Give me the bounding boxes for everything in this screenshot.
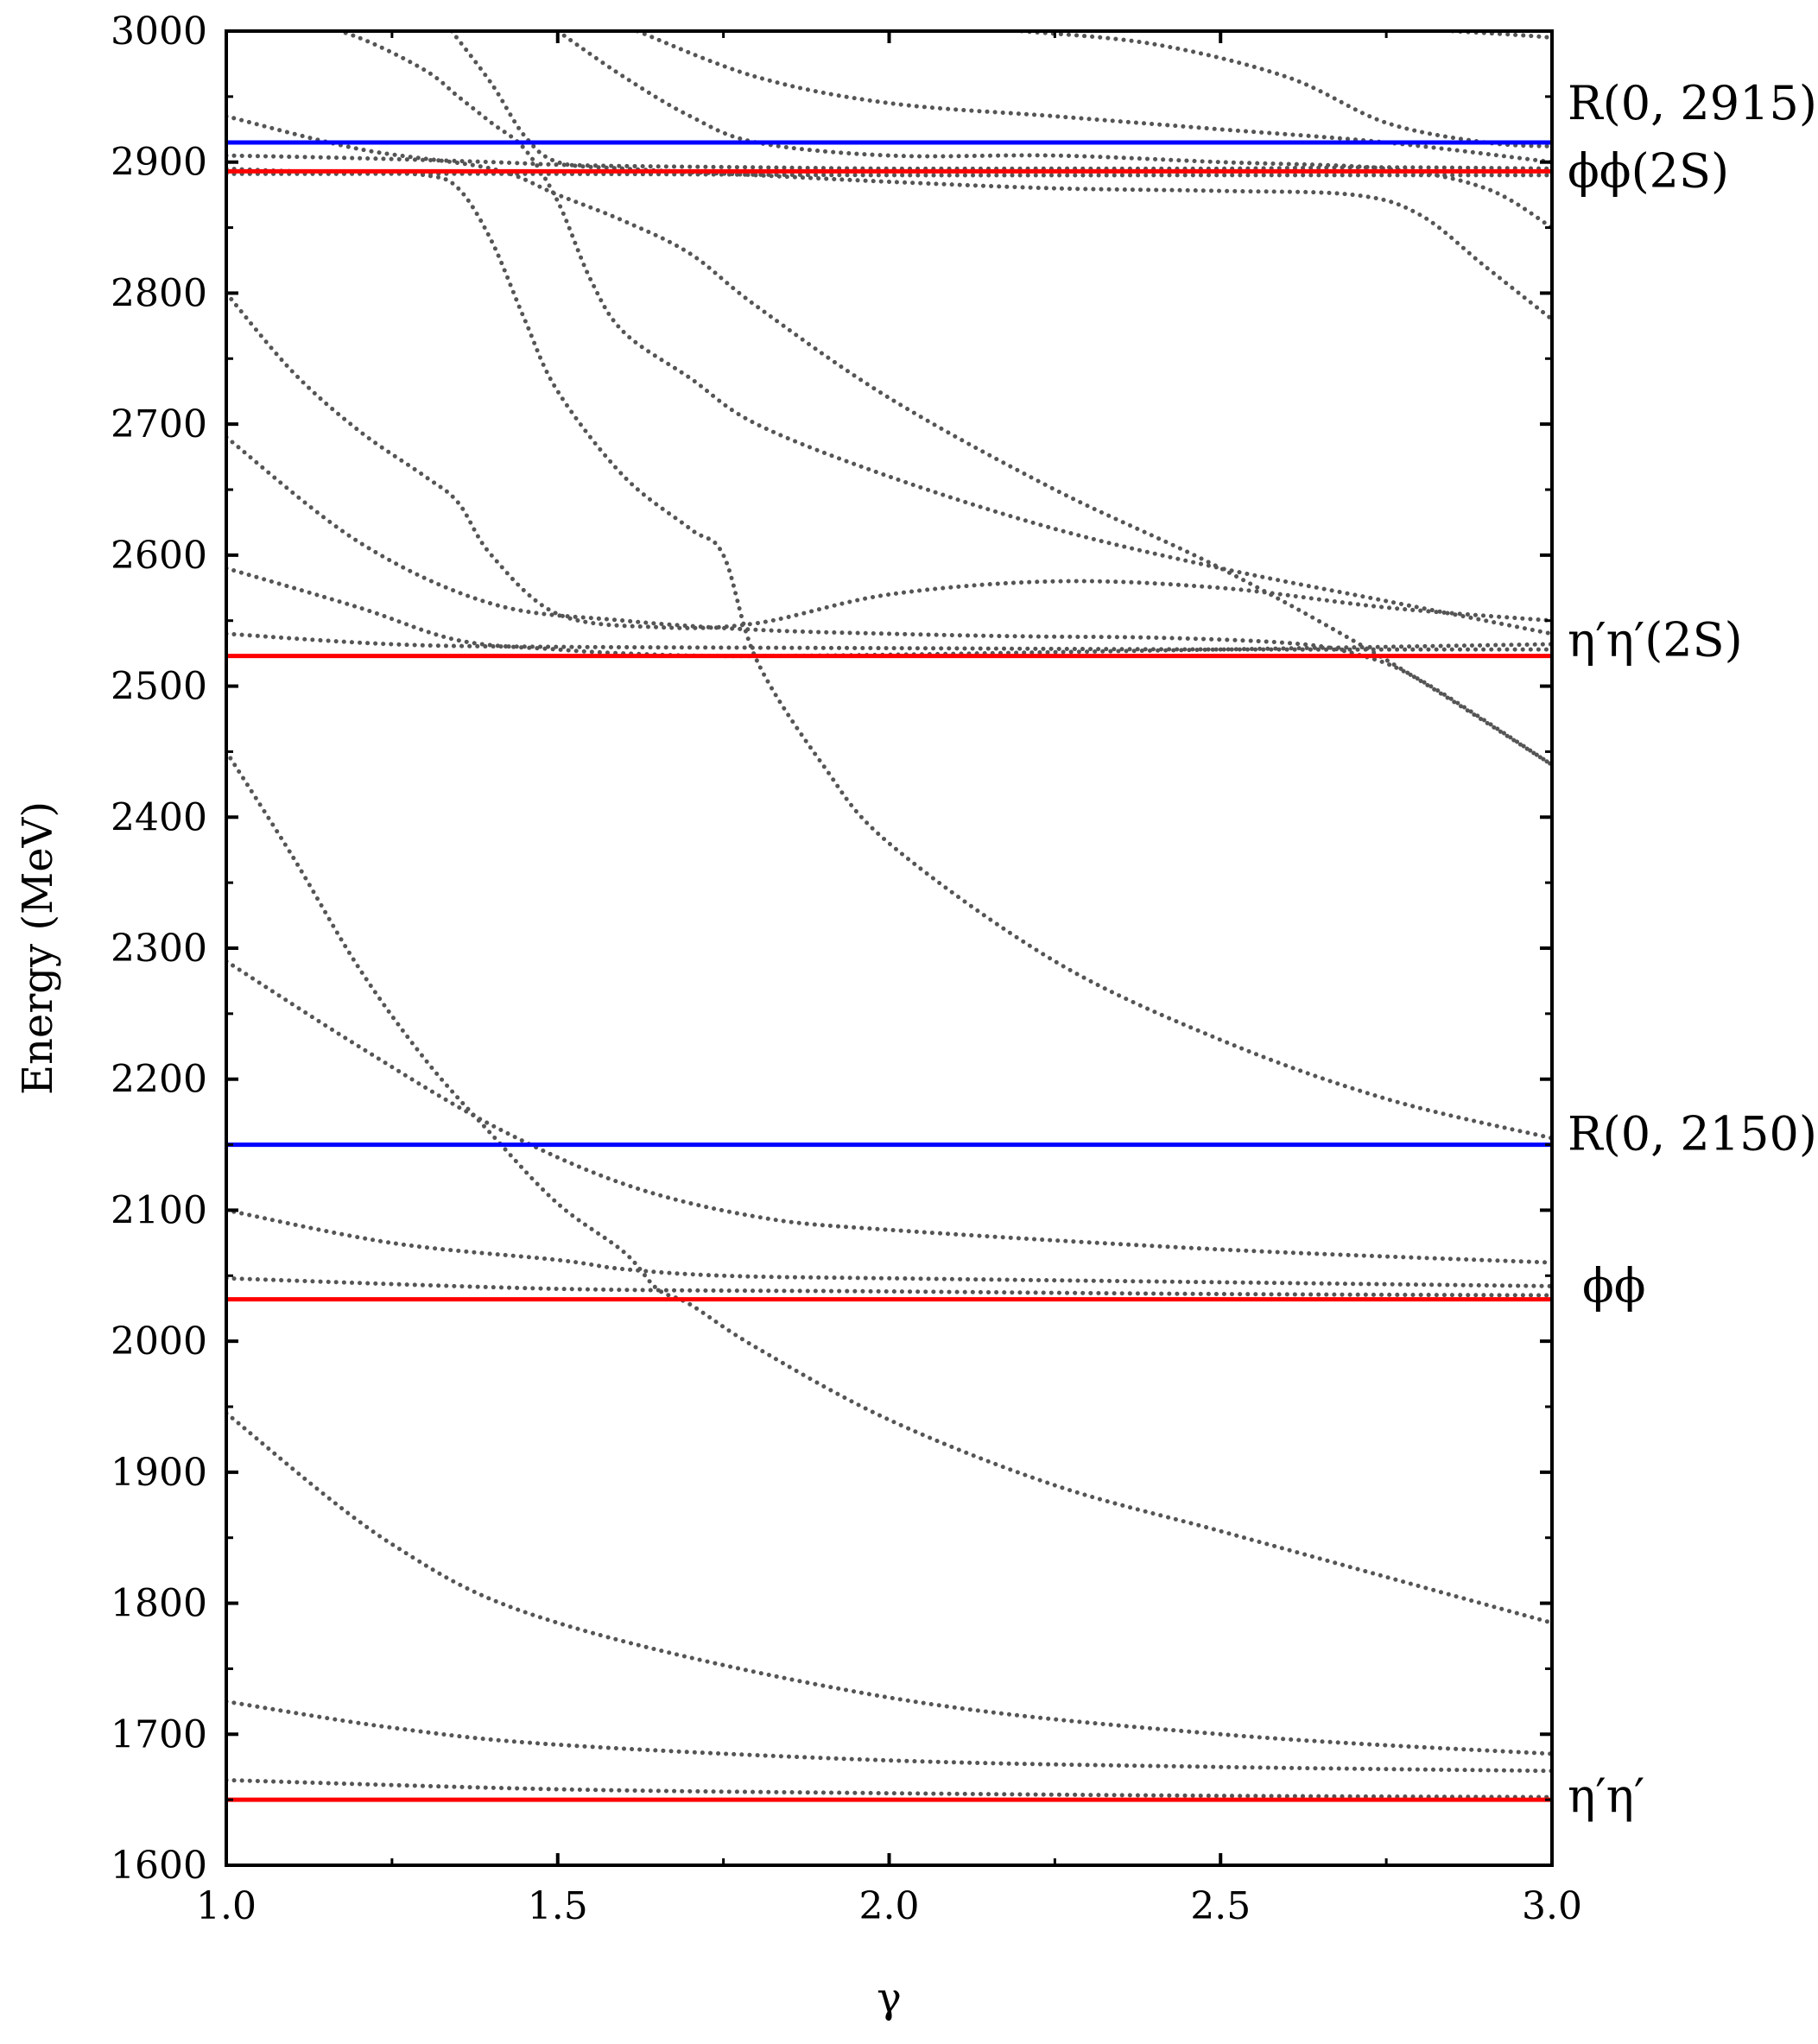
y-tick-label: 2400 <box>111 795 207 839</box>
energy-curve-4 <box>226 1275 1552 1298</box>
y-tick-label: 2600 <box>111 534 207 578</box>
energy-curve-13 <box>226 114 1552 768</box>
y-tick-label: 3000 <box>111 9 207 54</box>
threshold-label-4: η′η′(2S) <box>1568 613 1743 668</box>
y-tick-label: 1600 <box>111 1844 207 1888</box>
x-tick-label: 1.5 <box>528 1884 588 1928</box>
energy-curve-11 <box>226 290 1552 630</box>
y-tick-label: 2700 <box>111 402 207 446</box>
y-tick-label: 2100 <box>111 1188 207 1232</box>
x-tick-label: 3.0 <box>1522 1884 1582 1928</box>
y-tick-label: 2500 <box>111 665 207 709</box>
energy-curve-1 <box>226 1777 1552 1800</box>
threshold-labels: η′η′ ϕϕ R(0, 2150) η′η′(2S) ϕϕ(2S) R(0, 2915) <box>1568 76 1817 1823</box>
energy-curve-15 <box>226 171 1552 178</box>
energy-curve-18 <box>555 31 1552 231</box>
y-axis-label: Energy (MeV) <box>14 801 62 1095</box>
y-tick-label: 2300 <box>111 927 207 971</box>
y-tick-label: 2800 <box>111 271 207 315</box>
energy-curve-2 <box>226 1699 1552 1774</box>
y-tick-label: 1800 <box>111 1582 207 1626</box>
x-tick-label: 2.0 <box>859 1884 920 1928</box>
energy-curve-17 <box>449 31 1552 322</box>
energy-curve-20 <box>1019 31 1552 149</box>
energy-curve-12 <box>226 166 1552 1141</box>
energy-curve-8 <box>226 631 1552 652</box>
x-tick-label: 2.5 <box>1190 1884 1251 1928</box>
y-tick-label: 1900 <box>111 1451 207 1495</box>
x-tick-label: 1.0 <box>196 1884 257 1928</box>
tick-labels: 1600 1700 1800 1900 2000 2100 2200 2300 2400 2500… <box>111 9 1582 1928</box>
energy-curve-5 <box>226 1207 1552 1288</box>
x-axis-label: γ <box>877 1974 902 2022</box>
threshold-lines <box>226 140 1552 1802</box>
spectrum-curves <box>226 31 1552 1800</box>
energy-curve-7 <box>226 749 1552 1625</box>
plot-frame <box>225 29 1554 1867</box>
threshold-label-6: R(0, 2915) <box>1568 76 1817 130</box>
energy-curve-3 <box>226 1411 1552 1756</box>
energy-curve-10 <box>226 434 1552 768</box>
energy-curve-14 <box>226 153 1552 171</box>
threshold-label-3: R(0, 2150) <box>1568 1107 1817 1161</box>
threshold-label-1: η′η′ <box>1568 1769 1644 1823</box>
y-tick-label: 2200 <box>111 1058 207 1102</box>
threshold-label-5: ϕϕ(2S) <box>1568 143 1729 198</box>
threshold-label-2: ϕϕ <box>1582 1259 1646 1313</box>
y-tick-label: 2000 <box>111 1319 207 1364</box>
energy-curve-6 <box>226 959 1552 1265</box>
y-tick-label: 1700 <box>111 1712 207 1756</box>
energy-curve-9 <box>226 566 1552 659</box>
energy-curve-16 <box>332 31 1552 636</box>
y-tick-label: 2900 <box>111 141 207 185</box>
axis-ticks <box>225 29 1554 1867</box>
